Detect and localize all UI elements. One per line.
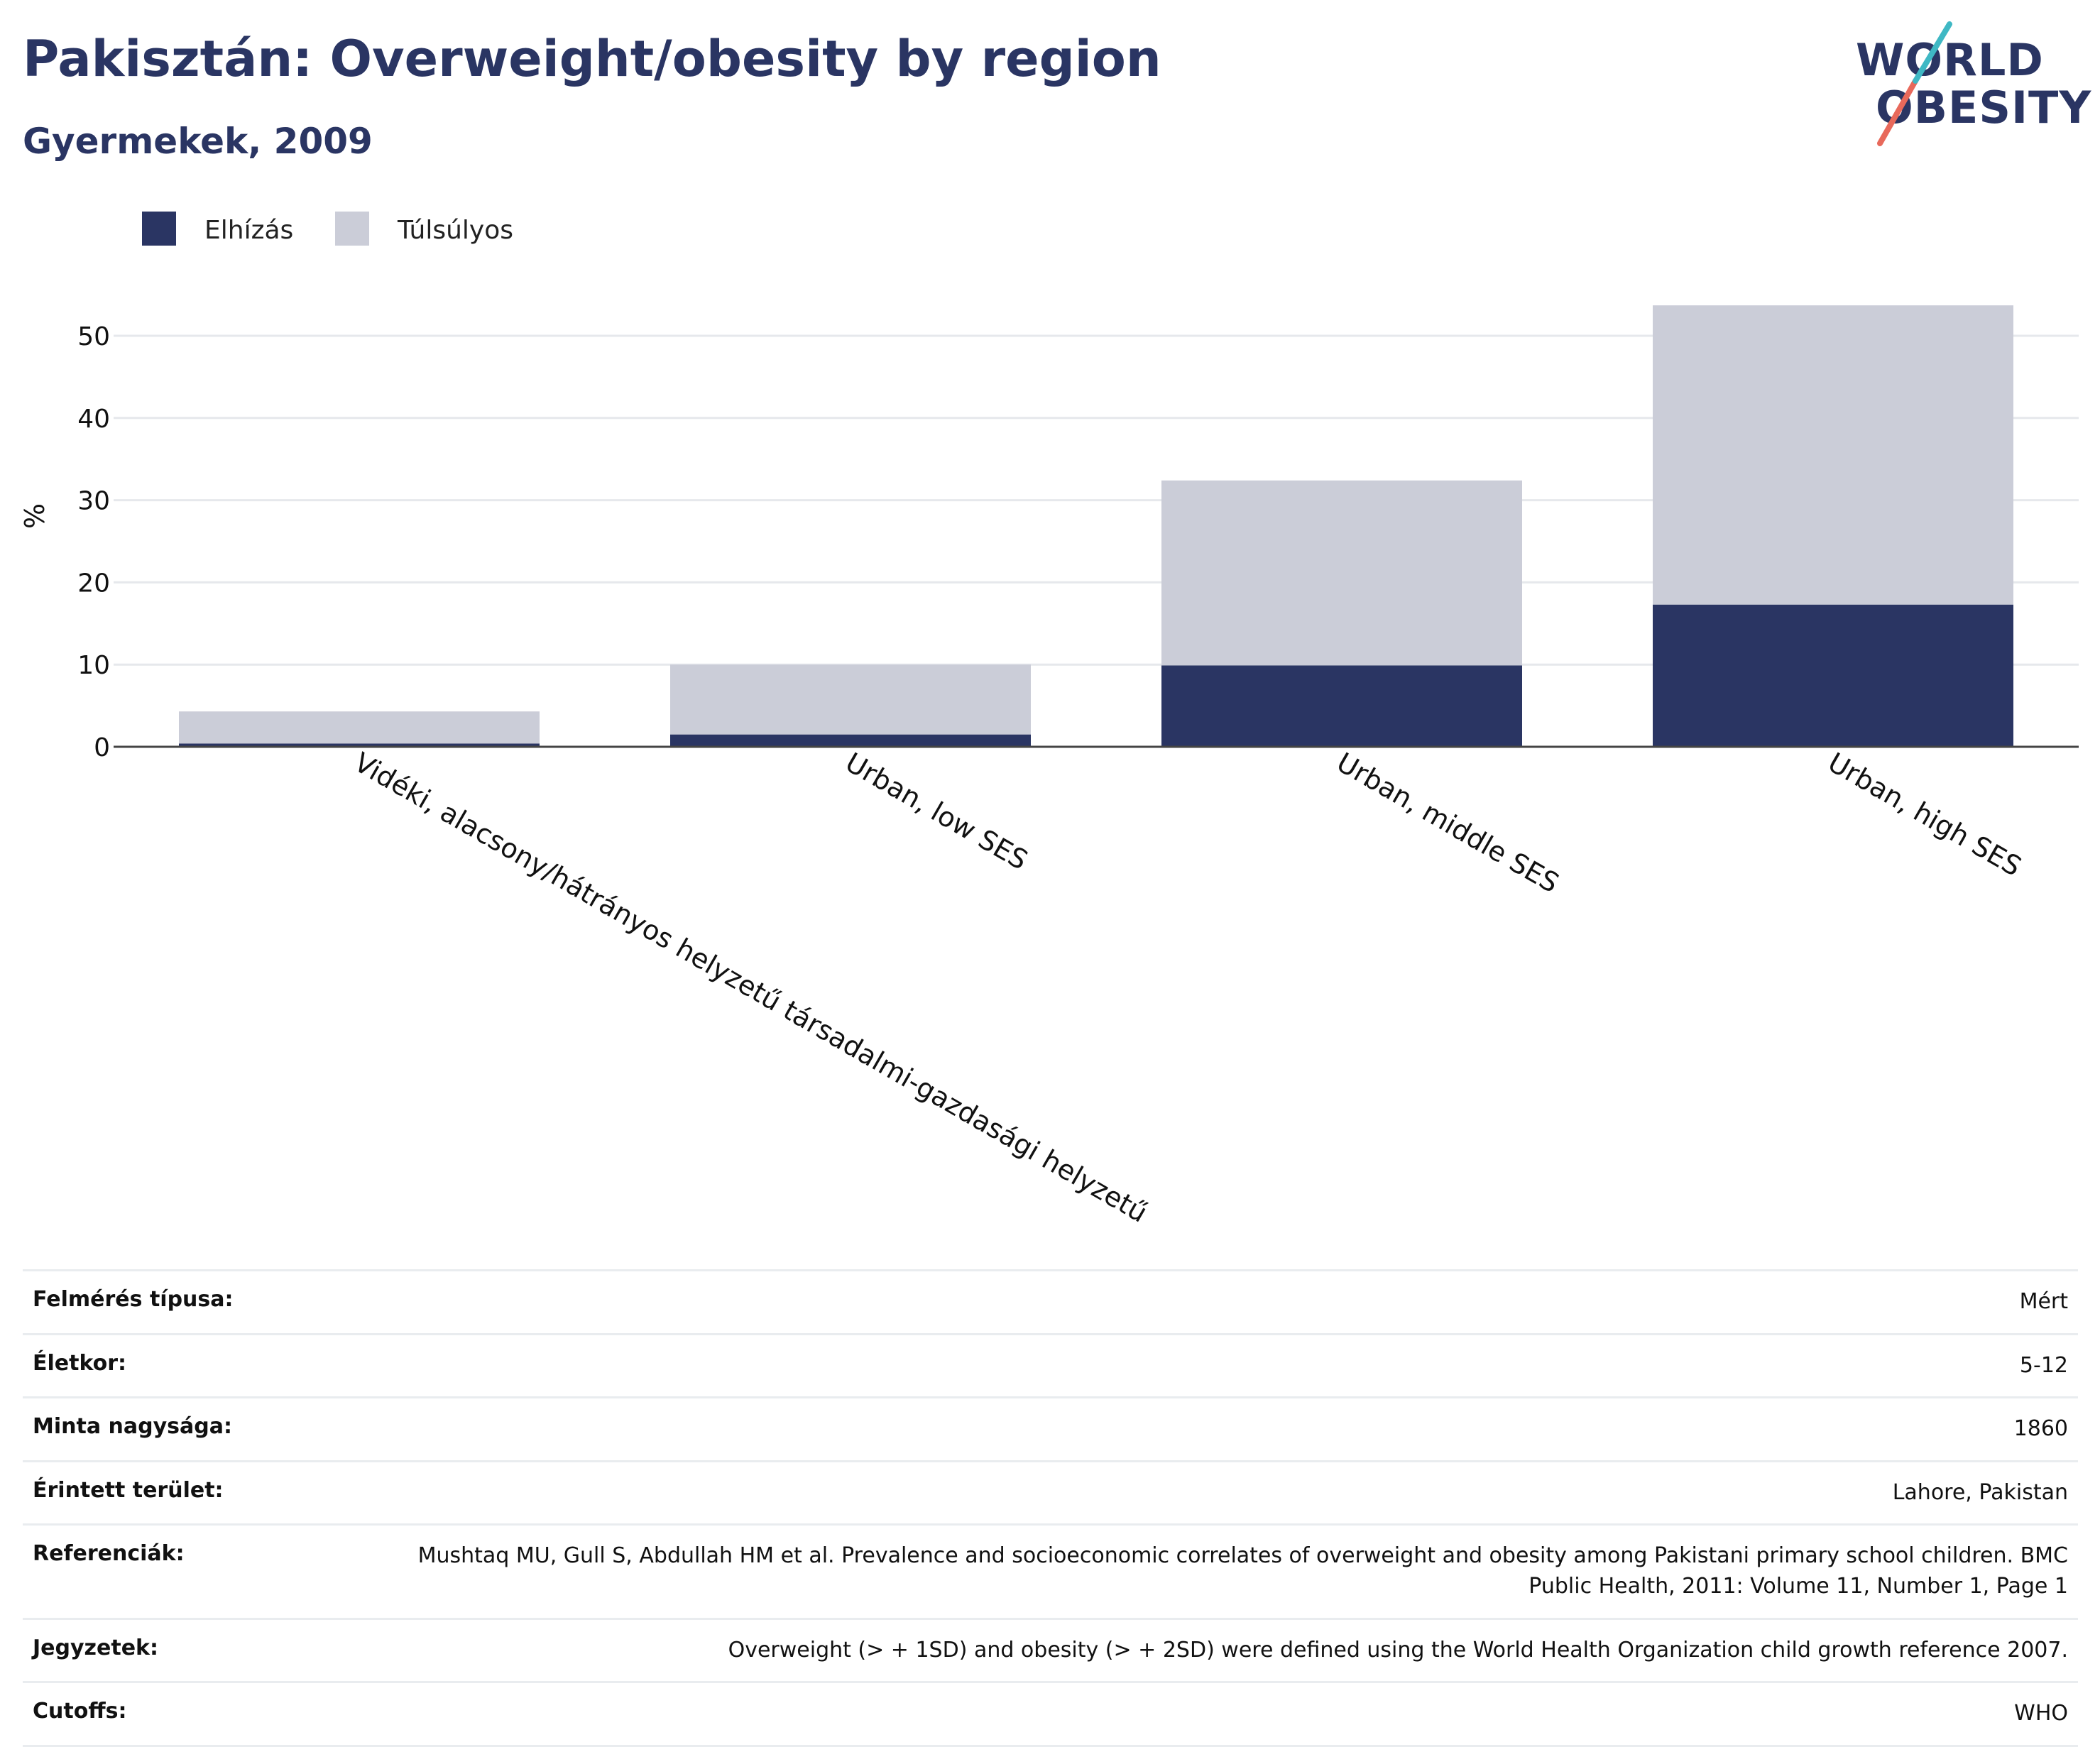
logo-slash-icon <box>1877 21 1952 146</box>
y-tick-label: 0 <box>94 733 110 762</box>
bar-elhizas <box>1653 604 2013 747</box>
legend-item: Túlsúlyos <box>335 212 513 246</box>
details-row: Referenciák: Mushtaq MU, Gull S, Abdullah… <box>23 1523 2078 1619</box>
y-axis-ticks: 0 10 20 30 40 50 <box>77 322 110 762</box>
details-label: Életkor: <box>23 1332 398 1398</box>
bar-elhizas <box>670 734 1031 747</box>
x-tick-label: Urban, high SES <box>1823 747 2027 882</box>
details-value: Overweight (> + 1SD) and obesity (> + 2S… <box>398 1617 2078 1682</box>
y-axis-label: % <box>19 503 50 529</box>
y-tick-label: 20 <box>77 569 110 598</box>
bar-elhizas <box>179 743 540 747</box>
y-tick-label: 40 <box>77 405 110 434</box>
logo-text-world: WORLD <box>1856 34 2044 86</box>
bar-elhizas <box>1161 665 1522 747</box>
x-tick-label: Urban, middle SES <box>1332 747 1565 899</box>
details-label: Felmérés típusa: <box>23 1269 398 1335</box>
details-row: Felmérés típusa: Mért <box>23 1269 2078 1335</box>
bar-tulsulyos <box>670 664 1031 735</box>
y-tick-label: 10 <box>77 651 110 680</box>
details-label: Cutoffs: <box>23 1681 398 1747</box>
y-tick-label: 30 <box>77 487 110 516</box>
details-label: Minta nagysága: <box>23 1396 398 1462</box>
legend-swatch <box>335 212 369 246</box>
details-value: Mushtaq MU, Gull S, Abdullah HM et al. P… <box>398 1523 2078 1619</box>
details-value: 1860 <box>398 1396 2078 1462</box>
legend-swatch <box>142 212 176 246</box>
survey-details-table: Felmérés típusa: Mért Életkor: 5-12 Minta na… <box>23 1269 2078 1747</box>
details-value: WHO <box>398 1681 2078 1747</box>
details-row: Cutoffs: WHO <box>23 1681 2078 1747</box>
details-row: Érintett terület: Lahore, Pakistan <box>23 1460 2078 1525</box>
y-tick-label: 50 <box>77 322 110 351</box>
bars <box>179 305 2013 747</box>
x-tick-label: Vidéki, alacsony/hátrányos helyzetű társ… <box>349 747 1153 1229</box>
chart-subtitle: Gyermekek, 2009 <box>23 121 373 162</box>
x-axis-ticks: Vidéki, alacsony/hátrányos helyzetű társ… <box>349 747 2027 1229</box>
details-label: Érintett terület: <box>23 1460 398 1525</box>
bar-tulsulyos <box>1161 480 1522 666</box>
details-value: Lahore, Pakistan <box>398 1460 2078 1525</box>
details-row: Minta nagysága: 1860 <box>23 1396 2078 1462</box>
bar-tulsulyos <box>1653 305 2013 605</box>
legend-label: Túlsúlyos <box>397 216 513 245</box>
details-label: Jegyzetek: <box>23 1617 398 1682</box>
bar-chart: Elhízás Túlsúlyos 0 10 20 30 40 50 % Vidéki, a… <box>19 212 2079 1229</box>
bar-tulsulyos <box>179 711 540 744</box>
details-row: Jegyzetek: Overweight (> + 1SD) and obesi… <box>23 1617 2078 1682</box>
details-value: Mért <box>398 1269 2078 1335</box>
chart-legend: Elhízás Túlsúlyos <box>142 212 513 246</box>
details-value: 5-12 <box>398 1332 2078 1398</box>
legend-item: Elhízás <box>142 212 293 246</box>
legend-label: Elhízás <box>204 216 293 245</box>
details-label: Referenciák: <box>23 1523 398 1619</box>
chart-title: Pakisztán: Overweight/obesity by region <box>23 30 1161 88</box>
world-obesity-logo: WORLD OBESITY <box>1846 21 2091 149</box>
details-row: Életkor: 5-12 <box>23 1332 2078 1398</box>
x-tick-label: Urban, low SES <box>841 747 1034 876</box>
